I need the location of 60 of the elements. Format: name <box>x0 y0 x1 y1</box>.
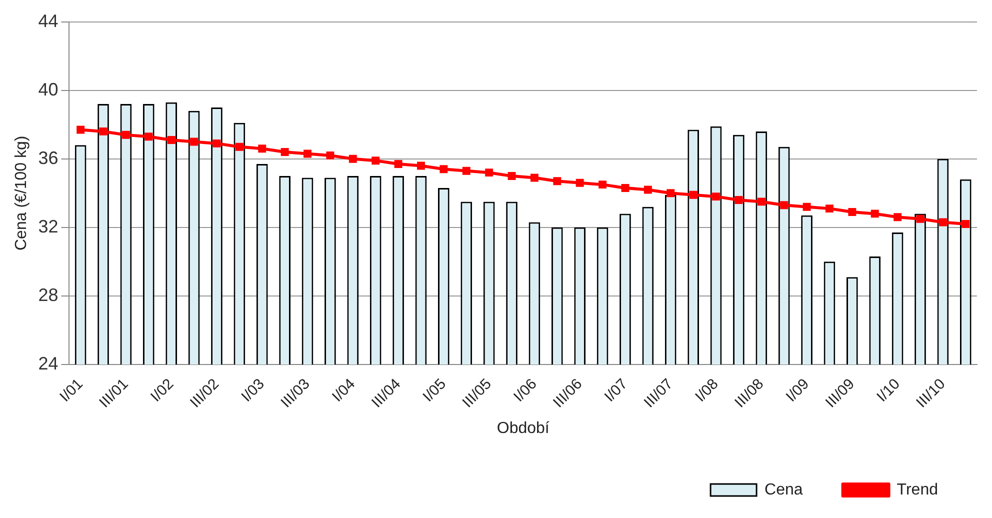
point <box>76 126 85 134</box>
point <box>576 178 584 187</box>
point <box>190 138 198 146</box>
point <box>962 220 970 228</box>
point <box>870 210 879 218</box>
point <box>326 151 334 160</box>
point <box>757 198 766 206</box>
point <box>508 172 516 180</box>
x-tick-label: I/09 <box>782 376 813 406</box>
x-axis-title: Období <box>496 420 550 437</box>
y-axis-title: Cena (€/100 kg) <box>13 136 30 251</box>
point <box>780 201 788 210</box>
y-tick-label: 32 <box>38 216 58 236</box>
legend-label: Cena <box>764 481 803 498</box>
x-tick-label: I/01 <box>56 376 86 406</box>
point <box>144 132 153 141</box>
point <box>394 160 402 168</box>
point <box>598 180 607 189</box>
x-tick-label: I/06 <box>510 376 540 406</box>
x-tick-label: I/07 <box>601 376 631 406</box>
point <box>826 204 834 213</box>
x-tick-label: I/10 <box>874 376 904 406</box>
point <box>848 208 856 216</box>
point <box>894 213 902 222</box>
point <box>621 184 630 192</box>
point <box>734 196 743 204</box>
point <box>280 148 289 156</box>
point <box>916 214 924 223</box>
y-tick-label: 40 <box>38 79 58 100</box>
y-tick-label: 28 <box>38 284 58 305</box>
point <box>122 130 130 139</box>
point <box>372 156 380 165</box>
point <box>235 142 244 151</box>
y-tick-label: 24 <box>38 353 58 374</box>
point <box>99 127 108 136</box>
point <box>530 174 538 182</box>
point <box>712 192 720 201</box>
point <box>440 165 448 174</box>
legend-label: Trend <box>896 481 938 498</box>
x-tick-label: I/03 <box>238 376 268 406</box>
x-tick-label: I/05 <box>420 376 450 406</box>
point <box>485 168 494 177</box>
x-tick-label: I/04 <box>328 376 359 406</box>
point <box>666 189 675 198</box>
x-tick-label: I/08 <box>692 376 722 406</box>
x-tick-label: I/02 <box>147 376 178 406</box>
y-tick-label: 44 <box>38 10 58 31</box>
point <box>462 166 470 175</box>
point <box>644 186 652 194</box>
point <box>417 162 425 170</box>
point <box>258 144 266 153</box>
y-tick-label: 36 <box>38 148 58 168</box>
point <box>689 190 698 199</box>
point <box>212 139 221 148</box>
point <box>938 218 947 226</box>
point <box>802 202 811 211</box>
point <box>304 150 312 158</box>
point <box>348 154 357 163</box>
point <box>167 136 176 144</box>
point <box>553 177 562 186</box>
